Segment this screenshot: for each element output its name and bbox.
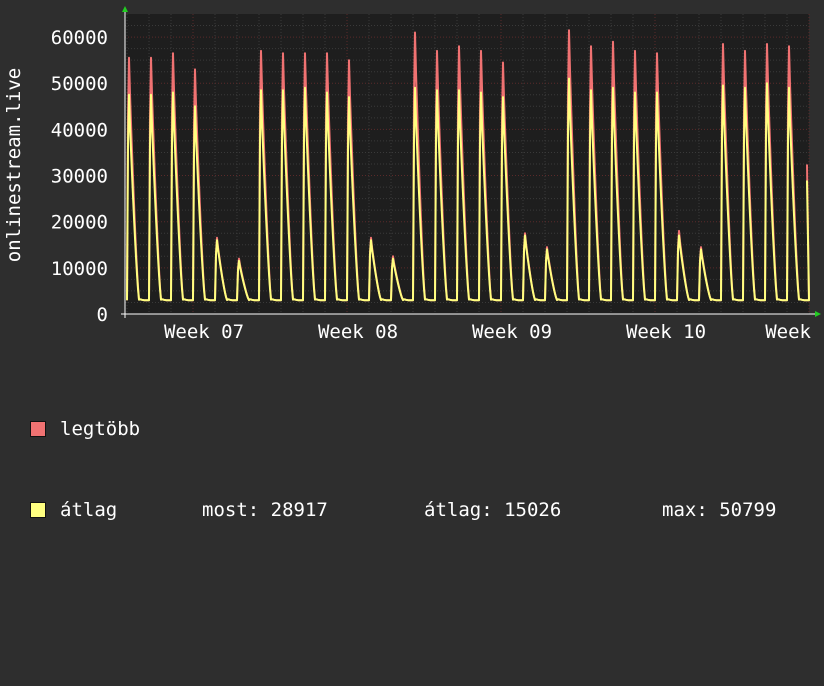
x-axis-arrow [815,311,821,317]
legend: legtöbb átlag most: 28917 átlag: 15026 m… [30,362,776,551]
series-layer [126,29,810,302]
y-tick-label: 40000 [51,119,108,141]
stat-atlag-label: átlag: [424,499,493,521]
axes: 0 10000 20000 30000 40000 50000 60000 Week 07 We… [51,6,821,343]
y-tick-label: 50000 [51,73,108,95]
stat-most: most: 28917 [202,497,328,524]
y-axis-arrow [122,6,128,12]
y-tick-label: 30000 [51,166,108,188]
x-tick-label: Week 09 [472,321,552,343]
legend-label-atlag: átlag [60,499,118,521]
series-line-atlag [126,77,810,302]
stat-atlag-value: 15026 [504,499,562,521]
y-axis-label: onlinestream.live [3,68,25,262]
x-tick-label: Week 07 [164,321,244,343]
y-tick-label: 10000 [51,258,108,280]
stat-max: max: 50799 [662,497,776,524]
chart: 0 10000 20000 30000 40000 50000 60000 Week 07 We… [3,6,821,343]
legend-swatch-atlag [30,502,46,518]
stat-max-label: max: [662,499,708,521]
stat-most-label: most: [202,499,260,521]
y-tick-label: 0 [97,304,108,326]
stat-atlag: átlag: 15026 [424,497,561,524]
legend-item-atlag: átlag most: 28917 átlag: 15026 max: 5079… [30,497,776,524]
legend-swatch-legtobb [30,421,46,437]
stat-most-value: 28917 [270,499,328,521]
x-tick-label: Week 08 [318,321,398,343]
x-tick-label: Week [765,321,811,343]
y-tick-label: 60000 [51,27,108,49]
y-tick-label: 20000 [51,212,108,234]
x-tick-label: Week 10 [626,321,706,343]
stat-max-value: 50799 [719,499,777,521]
